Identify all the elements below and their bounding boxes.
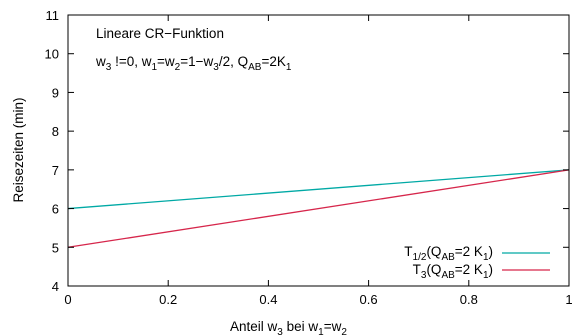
y-tick-label: 10 — [45, 47, 59, 62]
y-tick-label: 8 — [52, 124, 59, 139]
x-tick-label: 0.4 — [259, 292, 277, 307]
y-tick-label: 6 — [52, 202, 59, 217]
y-tick-label: 5 — [52, 240, 59, 255]
x-tick-label: 0.2 — [159, 292, 177, 307]
y-tick-label: 9 — [52, 85, 59, 100]
legend-label-t3: T3(QAB=2 K1) — [413, 262, 493, 281]
x-tick-label: 0.6 — [360, 292, 378, 307]
plot-frame — [67, 14, 570, 287]
y-tick-label: 11 — [46, 8, 60, 23]
ticks-layer: 4 5 6 7 8 9 10 11 0 0.2 0.4 0.6 0.8 1 — [45, 8, 573, 307]
annotation-title: Lineare CR−Funktion — [96, 26, 224, 41]
annotation-params: w3 !=0, w1=w2=1−w3/2, QAB=2K1 — [95, 54, 292, 73]
y-axis-label: Reisezeiten (min) — [11, 97, 26, 202]
x-tick-label: 1 — [565, 292, 572, 307]
y-tick-label: 7 — [52, 163, 59, 178]
y-tick-label: 4 — [52, 279, 59, 294]
legend-label-t12: T1/2(QAB=2 K1) — [404, 244, 493, 263]
x-axis-label: Anteil w3 bei w1=w2 — [230, 319, 347, 336]
series-line-t12 — [67, 169, 570, 210]
x-tick-label: 0 — [64, 292, 71, 307]
x-tick-label: 0.8 — [460, 292, 478, 307]
legend: T1/2(QAB=2 K1) T3(QAB=2 K1) — [404, 244, 550, 281]
series-line-t3 — [67, 169, 570, 248]
series-layer — [67, 169, 570, 248]
